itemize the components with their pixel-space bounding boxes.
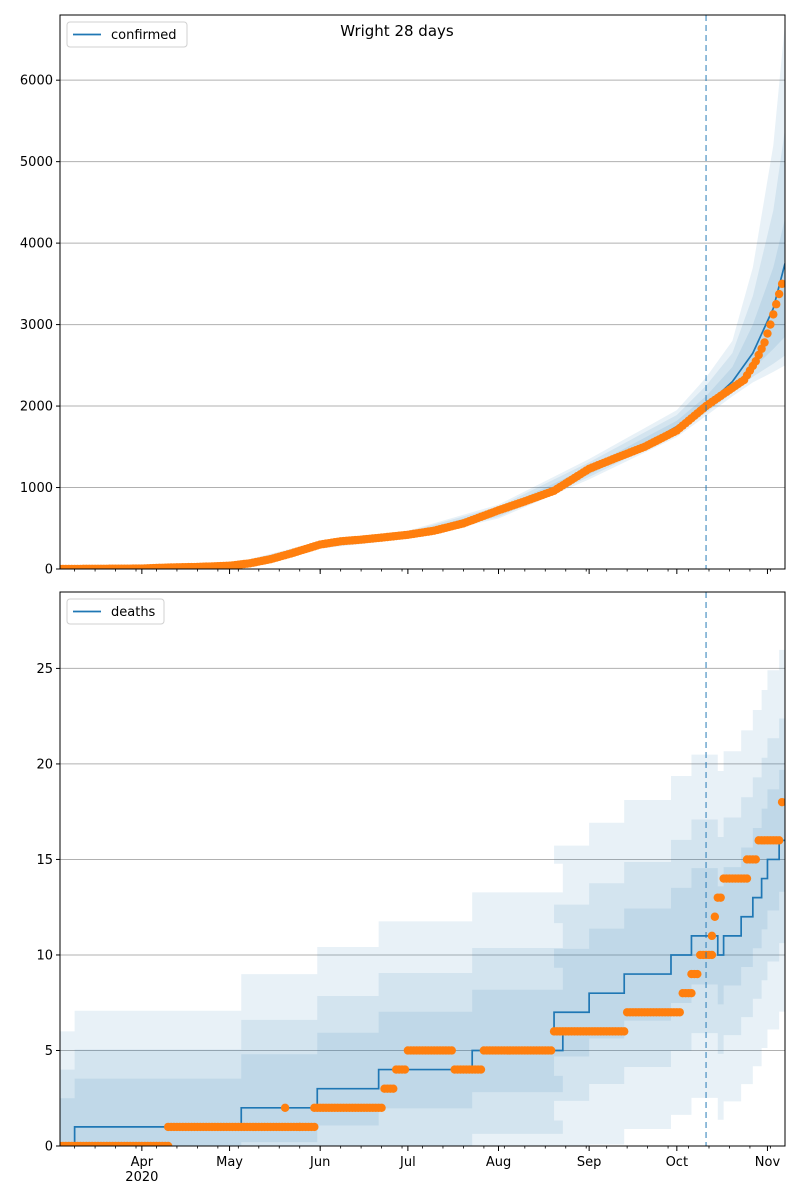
deaths-observed-point [774, 836, 784, 845]
deaths-y-tick-label: 0 [45, 1140, 53, 1155]
confirmed-uncertainty-band [60, 218, 785, 569]
deaths-y-tick-label: 15 [36, 853, 53, 868]
figure-title: Wright 28 days [340, 22, 454, 40]
deaths-observed-point [777, 797, 785, 807]
deaths-x-tick-label: Jul [399, 1155, 416, 1170]
confirmed-observed-point [769, 310, 778, 319]
deaths-legend: deaths [66, 598, 165, 625]
deaths-x-tick-label: Oct [666, 1155, 688, 1170]
deaths-legend-box [66, 598, 165, 625]
deaths-uncertainty-band [60, 718, 785, 1146]
confirmed-uncertainty-band [60, 129, 785, 569]
deaths-observed-point [710, 912, 720, 921]
deaths-median-line [60, 839, 785, 1146]
deaths-observed-point [310, 1122, 319, 1132]
deaths-observed-point [389, 1084, 398, 1093]
deaths-x-tick-label: Apr [131, 1155, 154, 1170]
confirmed-y-tick-label: 5000 [20, 155, 53, 170]
deaths-observed-point [400, 1065, 410, 1074]
deaths-observed-point [377, 1103, 386, 1112]
deaths-observed-point [707, 950, 717, 960]
confirmed-y-tick-label: 0 [45, 563, 53, 578]
confirmed-legend-label: confirmed [111, 28, 177, 43]
confirmed-observed-point [772, 300, 781, 309]
confirmed-panel: 0 1000 2000 3000 4000 5000 6000 confirmed [20, 14, 786, 578]
deaths-y-tick-label: 10 [36, 948, 53, 963]
deaths-x-tick-label: 2020 [125, 1170, 158, 1185]
confirmed-y-tick-label: 1000 [20, 481, 53, 496]
confirmed-axes-frame [59, 14, 786, 570]
deaths-observed-point [751, 855, 760, 864]
deaths-uncertainty-band [60, 649, 785, 1146]
deaths-legend-label: deaths [111, 605, 156, 620]
confirmed-observed-point [766, 320, 775, 329]
confirmed-observed-point [777, 279, 785, 289]
deaths-observed-point [675, 1008, 684, 1017]
confirmed-observed-point [760, 338, 769, 347]
deaths-y-tick-label: 25 [36, 662, 53, 677]
deaths-plot-area [60, 649, 785, 1146]
deaths-observed-point [693, 969, 702, 979]
deaths-observed-point [620, 1027, 629, 1036]
confirmed-y-tick-label: 4000 [20, 237, 53, 252]
confirmed-legend: confirmed [66, 21, 188, 48]
deaths-uncertainty-band [60, 769, 785, 1146]
confirmed-y-tick-label: 2000 [20, 400, 53, 415]
deaths-x-tick-label: May [216, 1155, 243, 1170]
confirmed-observed-point [754, 350, 763, 360]
deaths-observed-point [742, 874, 752, 883]
confirmed-observed-point [763, 329, 772, 338]
deaths-y-tick-label: 20 [36, 757, 53, 772]
deaths-x-tick-label: Nov [755, 1155, 781, 1170]
deaths-observed-point [447, 1046, 456, 1055]
deaths-x-tick-label: Aug [486, 1155, 511, 1170]
confirmed-y-tick-label: 6000 [20, 74, 53, 89]
deaths-observed-point [687, 988, 696, 998]
confirmed-y-tick-label: 3000 [20, 318, 53, 333]
confirmed-legend-box [66, 21, 188, 48]
deaths-y-tick-label: 5 [45, 1044, 53, 1059]
deaths-x-tick-label: Jun [309, 1155, 330, 1170]
deaths-observed-point [280, 1103, 290, 1112]
confirmed-observed-point [774, 289, 784, 299]
deaths-observed-point [163, 1141, 173, 1146]
deaths-observed-point [716, 893, 725, 902]
confirmed-observed-point [751, 357, 760, 366]
deaths-observed-point [546, 1046, 556, 1055]
deaths-observed-point [476, 1065, 486, 1074]
confirmed-observed-point [757, 344, 766, 353]
confirmed-plot-area [60, 23, 785, 569]
deaths-observed-point [707, 931, 717, 941]
deaths-x-tick-label: Sep [577, 1155, 602, 1170]
